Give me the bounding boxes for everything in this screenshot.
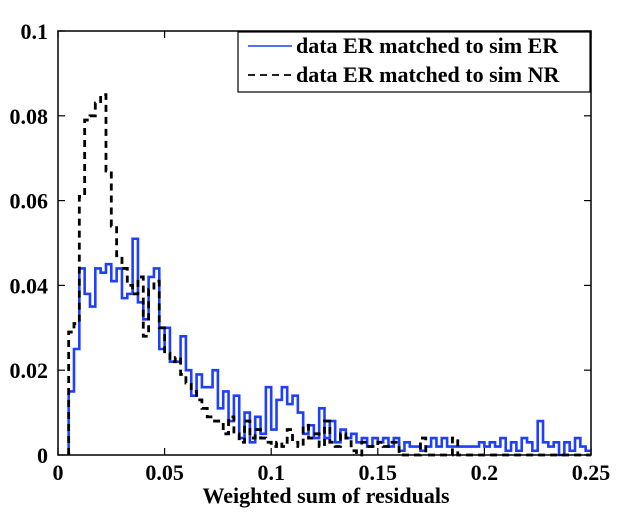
series-layer	[67, 93, 591, 457]
x-tick-label: 0.05	[145, 460, 184, 485]
y-tick-label: 0	[37, 443, 48, 468]
y-tick-label: 0.02	[10, 358, 49, 383]
legend-label-er-er: data ER matched to sim ER	[296, 33, 559, 58]
series-line-1	[67, 93, 591, 457]
ticks-layer: 0 0.05 0.1 0.15 0.2 0.25 0 0.02 0.04 0.06 0.08 0.1	[10, 19, 611, 485]
y-tick-label: 0.1	[21, 19, 49, 44]
plot-frame	[57, 30, 592, 456]
x-tick-label: 0	[53, 460, 64, 485]
x-axis-title: Weighted sum of residuals	[202, 483, 450, 508]
legend-label-er-nr: data ER matched to sim NR	[296, 62, 560, 87]
legend-box	[237, 31, 591, 93]
x-tick-label: 0.2	[471, 460, 499, 485]
series-line-0	[67, 237, 591, 457]
x-tick-label: 0.15	[359, 460, 398, 485]
x-tick-label: 0.1	[257, 460, 285, 485]
y-tick-label: 0.08	[10, 104, 49, 129]
y-tick-label: 0.06	[10, 189, 49, 214]
legend: data ER matched to sim ER data ER matche…	[237, 31, 591, 93]
y-tick-label: 0.04	[10, 273, 49, 298]
x-tick-label: 0.25	[572, 460, 611, 485]
